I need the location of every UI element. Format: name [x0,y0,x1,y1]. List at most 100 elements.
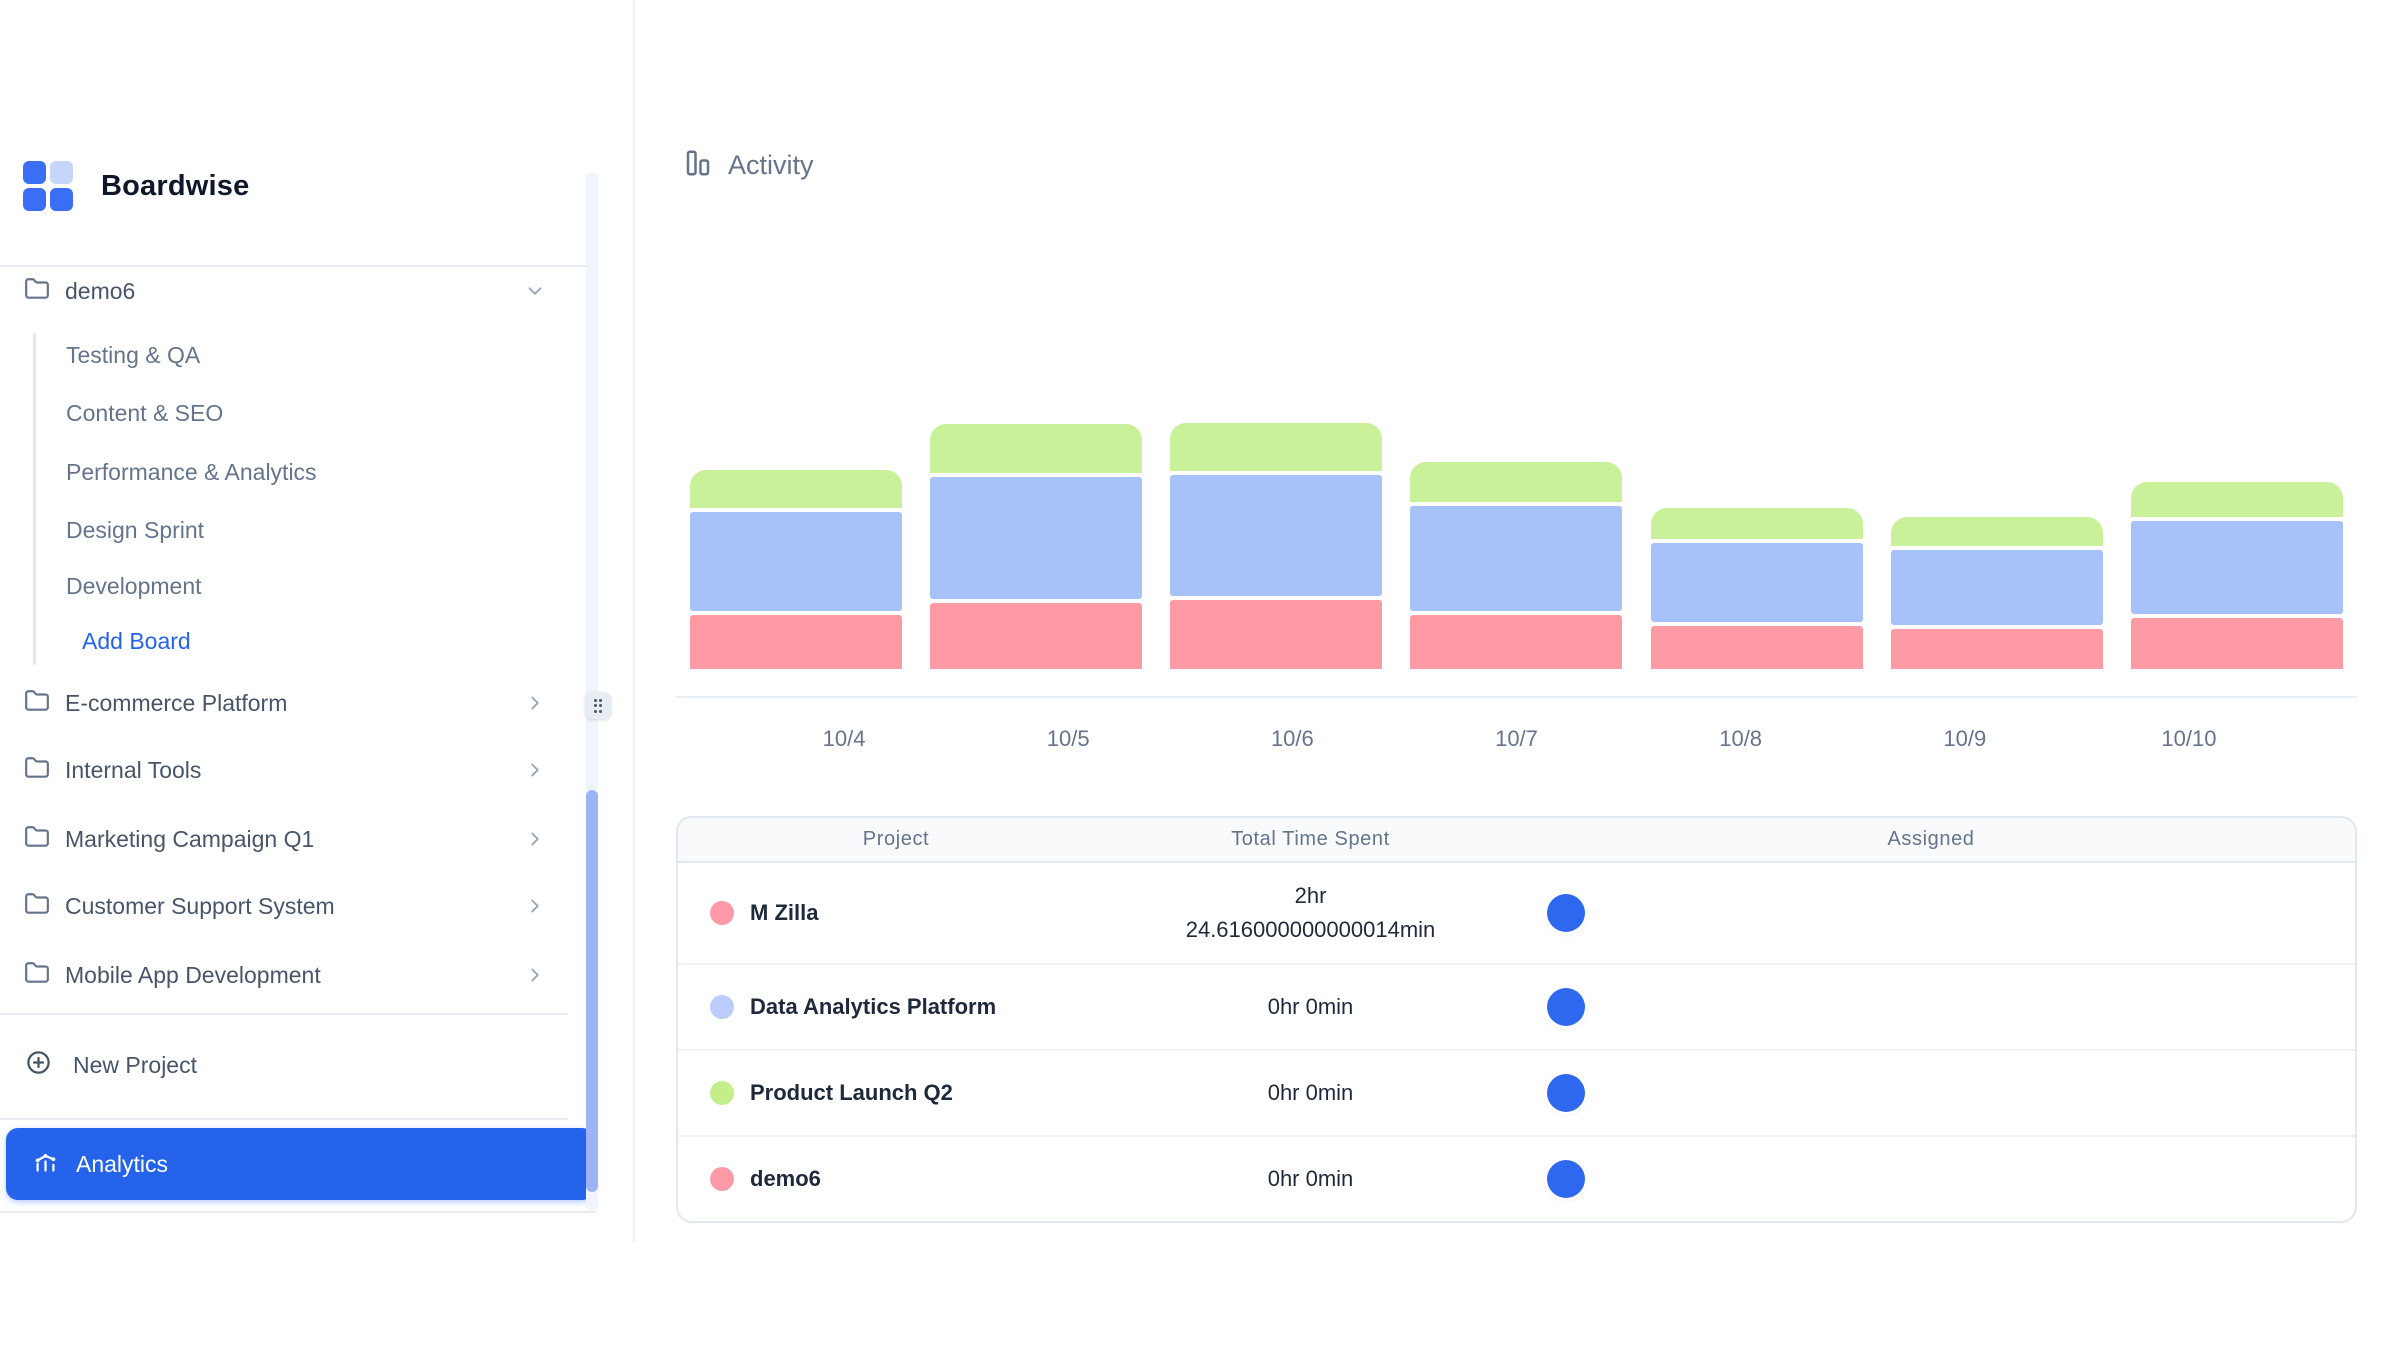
chevron-right-icon[interactable] [524,964,546,986]
table-body: M Zilla 2hr 24.616000000000014min Data Anal… [678,863,2355,1221]
project-cell: demo6 [678,1166,1114,1192]
bar-cell-10/7 [1396,389,1636,669]
folder-icon [24,688,50,719]
bar-segment-red[interactable] [1170,600,1383,669]
stacked-bar-10/10[interactable] [2130,482,2343,669]
chart-baseline [676,696,2357,698]
x-axis-label: 10/10 [2161,726,2217,751]
bar-segment-blue[interactable] [2130,521,2343,614]
bar-segment-green[interactable] [2130,482,2343,517]
sidebar-border [633,0,635,1242]
sidebar-project-item[interactable]: E-commerce Platform [0,681,592,725]
sidebar-project-item[interactable]: Marketing Campaign Q1 [0,817,592,861]
bar-segment-red[interactable] [2130,618,2343,669]
stacked-bar-10/6[interactable] [1170,423,1383,669]
chart-x-axis-labels: 10/4 10/5 10/6 10/7 10/8 10/9 10/10 [676,726,2357,752]
add-board-button[interactable]: Add Board [0,619,650,663]
bar-segment-green[interactable] [1410,462,1623,502]
sidebar-board-item[interactable]: Development [0,564,634,608]
project-label: Marketing Campaign Q1 [65,825,315,852]
new-project-label: New Project [73,1051,197,1078]
project-name: demo6 [750,1166,821,1191]
plus-circle-icon [25,1049,52,1081]
x-axis-label: 10/8 [1719,726,1763,751]
sidebar-project-demo6[interactable]: demo6 [0,269,592,313]
chevron-right-icon[interactable] [524,828,546,850]
project-color-dot [710,1167,734,1191]
chevron-down-icon[interactable] [524,280,546,302]
chevron-right-icon[interactable] [524,759,546,781]
board-label: Testing & QA [66,341,201,368]
stacked-bar-10/5[interactable] [930,424,1143,669]
sidebar-scrollbar-thumb[interactable] [586,790,598,1192]
logo-square [23,161,46,184]
x-axis-label: 10/7 [1495,726,1538,751]
bar-segment-blue[interactable] [1650,543,1863,622]
sidebar-project-item[interactable]: Internal Tools [0,748,592,792]
bar-segment-blue[interactable] [1890,550,2103,625]
table-header-row: Project Total Time Spent Assigned [678,818,2355,863]
bar-segment-red[interactable] [1890,629,2103,669]
time-line: 2hr [1294,882,1327,908]
brand-name: Boardwise [101,169,250,202]
assignee-avatar [1547,1160,1585,1198]
table-row: Product Launch Q2 0hr 0min [678,1049,2355,1135]
time-cell: 2hr 24.616000000000014min [1114,879,1507,947]
bar-segment-blue[interactable] [690,512,903,611]
bar-segment-red[interactable] [690,615,903,669]
bar-segment-blue[interactable] [930,477,1143,599]
stacked-bar-10/8[interactable] [1650,508,1863,669]
board-label: Design Sprint [66,516,205,543]
stacked-bar-10/4[interactable] [690,470,903,669]
bar-segment-green[interactable] [930,424,1143,473]
sidebar-board-item[interactable]: Content & SEO [0,391,634,435]
project-label: Internal Tools [65,756,202,783]
logo-square [50,161,73,184]
x-axis-label: 10/9 [1943,726,1987,751]
x-axis-label: 10/4 [822,726,866,751]
assigned-cell [1507,894,2355,932]
bar-segment-red[interactable] [1410,615,1623,669]
sidebar-project-item[interactable]: Mobile App Development [0,953,592,997]
column-header-assigned: Assigned [1887,828,1975,850]
project-color-dot [710,995,734,1019]
project-label: demo6 [65,277,136,304]
sidebar-board-item[interactable]: Design Sprint [0,508,634,552]
bar-cell-10/8 [1637,389,1877,669]
stacked-bar-10/7[interactable] [1410,462,1623,669]
bar-segment-blue[interactable] [1410,506,1623,611]
column-header-project: Project [862,828,930,850]
sidebar-board-item[interactable]: Performance & Analytics [0,450,634,494]
sidebar-board-item[interactable]: Testing & QA [0,333,634,377]
project-label: E-commerce Platform [65,689,288,716]
chevron-right-icon[interactable] [524,895,546,917]
project-name: Data Analytics Platform [750,994,997,1019]
board-label: Development [66,572,202,599]
time-line: 0hr 0min [1267,993,1354,1019]
stacked-bar-10/9[interactable] [1890,517,2103,669]
new-project-button[interactable]: New Project [0,1043,593,1087]
sidebar-resize-handle[interactable] [585,692,611,719]
bar-segment-red[interactable] [930,603,1143,669]
bar-cell-10/10 [2117,389,2357,669]
brand-header: Boardwise [23,158,249,214]
sidebar-project-item[interactable]: Customer Support System [0,884,592,928]
bar-segment-red[interactable] [1650,626,1863,669]
project-color-dot [710,901,734,925]
tree-indent-guide [33,333,36,665]
bar-segment-green[interactable] [1170,423,1383,471]
activity-section-header: Activity [683,148,814,183]
analytics-button[interactable]: Analytics [6,1128,594,1200]
project-name: M Zilla [750,900,819,925]
bar-segment-green[interactable] [1650,508,1863,539]
bar-segment-green[interactable] [690,470,903,508]
grip-dots-icon [593,698,603,713]
bar-segment-blue[interactable] [1170,475,1383,596]
bar-segment-green[interactable] [1890,517,2103,546]
bar-cell-10/4 [676,389,916,669]
chevron-right-icon[interactable] [524,692,546,714]
assigned-cell [1507,1160,2355,1198]
time-line: 0hr 0min [1267,1079,1354,1105]
board-label: Performance & Analytics [66,458,317,485]
